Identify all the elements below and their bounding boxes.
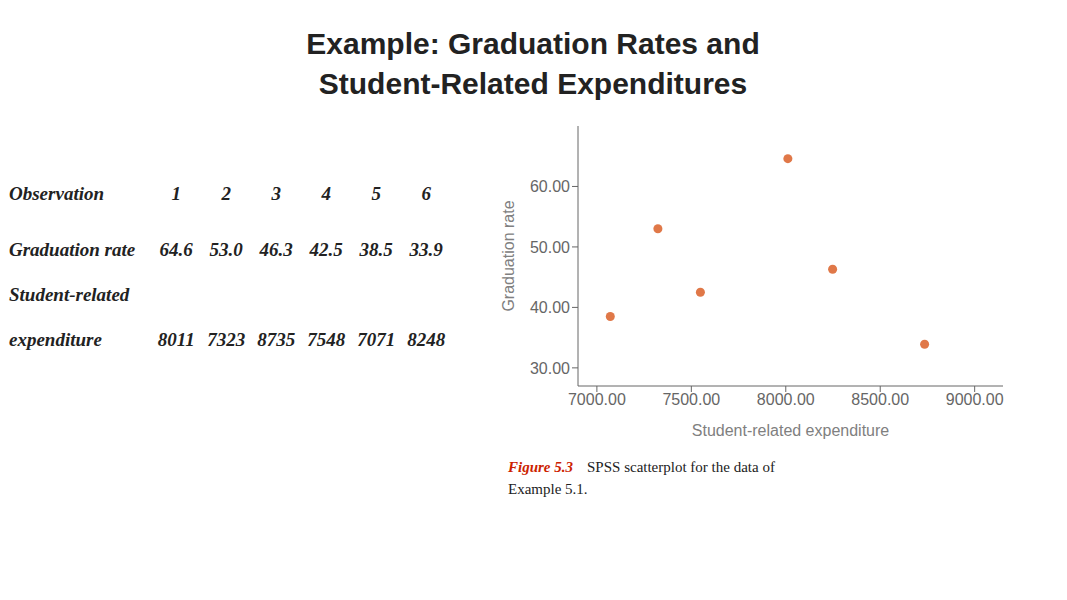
- html-text:46.3: 46.3: [259, 239, 293, 260]
- html-text:7071: 7071: [357, 329, 396, 350]
- svg-text:7500.00: 7500.00: [662, 391, 720, 408]
- html-text:Figure 5.3: Figure 5.3: [508, 459, 573, 475]
- svg-text:30.00: 30.00: [530, 360, 570, 377]
- html-text:4: 4: [321, 183, 331, 204]
- html-text:5: 5: [371, 183, 381, 204]
- svg-text:60.00: 60.00: [530, 178, 570, 195]
- svg-text:50.00: 50.00: [530, 239, 570, 256]
- html-text:8248: 8248: [407, 329, 446, 350]
- html-text:Student-related: Student-related: [9, 284, 130, 305]
- html-text:64.6: 64.6: [159, 239, 193, 260]
- html-text:Student-Related Expenditures: Student-Related Expenditures: [318, 67, 748, 100]
- html-text:Example 5.1.: Example 5.1.: [508, 481, 588, 497]
- html-text:42.5: 42.5: [309, 239, 343, 260]
- html-text:7548: 7548: [307, 329, 346, 350]
- html-text:1: 1: [171, 183, 181, 204]
- html-text:expenditure: expenditure: [9, 329, 102, 350]
- html-text:Graduation rate: Graduation rate: [9, 239, 136, 260]
- html-text:33.9: 33.9: [409, 239, 443, 260]
- svg-text:7000.00: 7000.00: [568, 391, 626, 408]
- svg-text:8500.00: 8500.00: [851, 391, 909, 408]
- svg-text:40.00: 40.00: [530, 299, 570, 316]
- html-text:Example: Graduation Rates and: Example: Graduation Rates and: [306, 27, 760, 60]
- html-text:Observation: Observation: [9, 183, 104, 204]
- html-text:38.5: 38.5: [359, 239, 393, 260]
- html-text:8011: 8011: [157, 329, 195, 350]
- svg-text:Student-related expenditure: Student-related expenditure: [692, 422, 890, 439]
- svg-text:8000.00: 8000.00: [757, 391, 815, 408]
- html-text:SPSS scatterplot for the data: SPSS scatterplot for the data of: [587, 459, 775, 475]
- html-text:6: 6: [421, 183, 431, 204]
- svg-text:Graduation rate: Graduation rate: [500, 200, 517, 311]
- html-text:2: 2: [221, 183, 231, 204]
- svg-text:9000.00: 9000.00: [946, 391, 1004, 408]
- html-text:8735: 8735: [257, 329, 296, 350]
- html-text:7323: 7323: [207, 329, 246, 350]
- html-text:53.0: 53.0: [209, 239, 243, 260]
- html-text:3: 3: [271, 183, 281, 204]
